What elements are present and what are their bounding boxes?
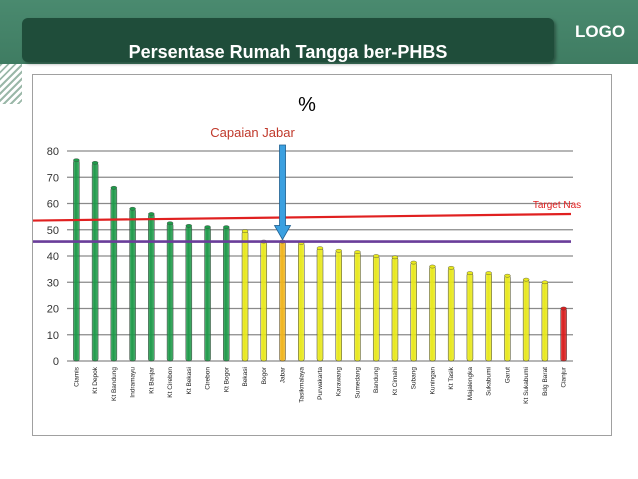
bar	[129, 208, 136, 362]
bar	[204, 226, 211, 362]
bar	[316, 247, 324, 362]
category-label: Purwakarta	[317, 367, 324, 400]
category-label: Kt Sukabumi	[523, 367, 530, 404]
bar-cap	[185, 224, 193, 228]
bar-cap	[335, 248, 342, 253]
y-tick-label: 30	[47, 277, 59, 289]
category-label: Kt Depok	[92, 366, 99, 393]
category-label: Ciamis	[73, 366, 80, 387]
bar	[447, 267, 455, 362]
bar	[91, 162, 99, 362]
bar-cap	[391, 255, 399, 260]
bar	[335, 250, 342, 362]
category-label: Subang	[411, 367, 418, 390]
bar	[429, 266, 436, 362]
bar-cap	[522, 277, 530, 282]
bar	[354, 251, 361, 362]
bar-cap	[429, 264, 436, 269]
y-tick-label: 60	[47, 199, 59, 211]
bar-cap	[204, 225, 211, 229]
y-tick-label: 20	[47, 304, 59, 316]
bar	[410, 262, 417, 362]
slide-title: Persentase Rumah Tangga ber-PHBS	[128, 42, 448, 62]
y-tick-label: 70	[47, 172, 59, 184]
category-label: Sukabumi	[486, 367, 493, 396]
bar-cap	[373, 254, 380, 258]
chart-title: %	[298, 94, 316, 116]
bar-cap	[166, 221, 174, 225]
title-banner: Persentase Rumah Tangga ber-PHBS	[22, 18, 554, 62]
bar-chart: 0 10 20 30 40 50 60 70 80% Ciamis Kt Depok Kt Bandu…	[33, 94, 581, 404]
bar-cap	[560, 306, 567, 311]
bar	[560, 308, 567, 362]
y-tick-label: 40	[47, 251, 59, 263]
y-tick-label: 0	[53, 356, 59, 368]
target-line-label: Target Nas	[533, 200, 581, 211]
bar-cap	[410, 260, 417, 265]
category-label: Garut	[504, 367, 511, 383]
category-label: Bandung	[373, 367, 380, 393]
y-tick-label: 50	[47, 225, 59, 237]
bar-cap	[148, 212, 155, 216]
bar-cap	[73, 158, 80, 162]
bar-cap	[316, 246, 324, 250]
category-label: Majalengka	[467, 367, 474, 401]
category-label: Bogor	[261, 366, 268, 384]
bar	[110, 187, 118, 362]
bar	[260, 241, 268, 362]
bar-cap	[129, 206, 136, 211]
category-label: Sumedang	[354, 367, 361, 399]
decorative-stripes	[0, 64, 22, 104]
bar-cap	[504, 273, 511, 278]
target-line	[33, 212, 572, 222]
category-label: Kuningan	[429, 367, 436, 395]
category-label: Cianjur	[561, 366, 568, 387]
category-label: Indramayu	[130, 367, 137, 398]
bar	[391, 257, 399, 362]
bar-cap	[447, 266, 455, 270]
logo: LOGO	[575, 22, 626, 41]
bar	[185, 225, 193, 362]
category-label: Tasikmalaya	[298, 367, 305, 403]
bar	[522, 279, 530, 362]
bar-cap	[110, 185, 118, 190]
category-label: Jabar	[280, 366, 287, 383]
category-label: Cirebon	[205, 367, 212, 390]
bar	[541, 282, 549, 362]
chart-frame: 0 10 20 30 40 50 60 70 80% Ciamis Kt Depok Kt Bandu…	[32, 74, 612, 436]
bar	[298, 242, 305, 362]
category-label: Karawang	[336, 367, 343, 397]
bar-cap	[241, 229, 249, 233]
category-label: Kt Bandung	[111, 367, 118, 401]
category-label: Kt Bekasi	[186, 367, 193, 394]
category-label: Kt Banjar	[148, 366, 155, 394]
category-label: Kt Cirebon	[167, 367, 174, 398]
bar	[279, 241, 286, 362]
bar-cap	[354, 250, 361, 254]
bar	[485, 272, 492, 362]
category-label: Kt Cimahi	[392, 367, 399, 395]
y-tick-label: 80	[47, 146, 59, 158]
bar	[241, 230, 249, 362]
annotation-label: Capaian Jabar	[210, 125, 295, 140]
bar	[73, 159, 80, 362]
bar-cap	[541, 280, 549, 285]
category-label: Kt Bogor	[223, 366, 230, 392]
category-label: Bdg Barat	[542, 367, 549, 396]
category-label: Bekasi	[242, 367, 249, 387]
bar	[166, 222, 174, 362]
y-tick-label: 10	[47, 330, 59, 342]
bar-cap	[485, 271, 492, 275]
bar	[466, 272, 474, 362]
bar-cap	[223, 225, 230, 229]
annotation-arrow	[273, 144, 292, 241]
bar	[223, 226, 230, 362]
bar-cap	[466, 271, 474, 275]
bar	[372, 255, 380, 362]
bar-cap	[91, 161, 99, 165]
bar	[148, 213, 155, 362]
bar	[504, 275, 511, 362]
category-label: Kt Tasik	[448, 366, 455, 389]
